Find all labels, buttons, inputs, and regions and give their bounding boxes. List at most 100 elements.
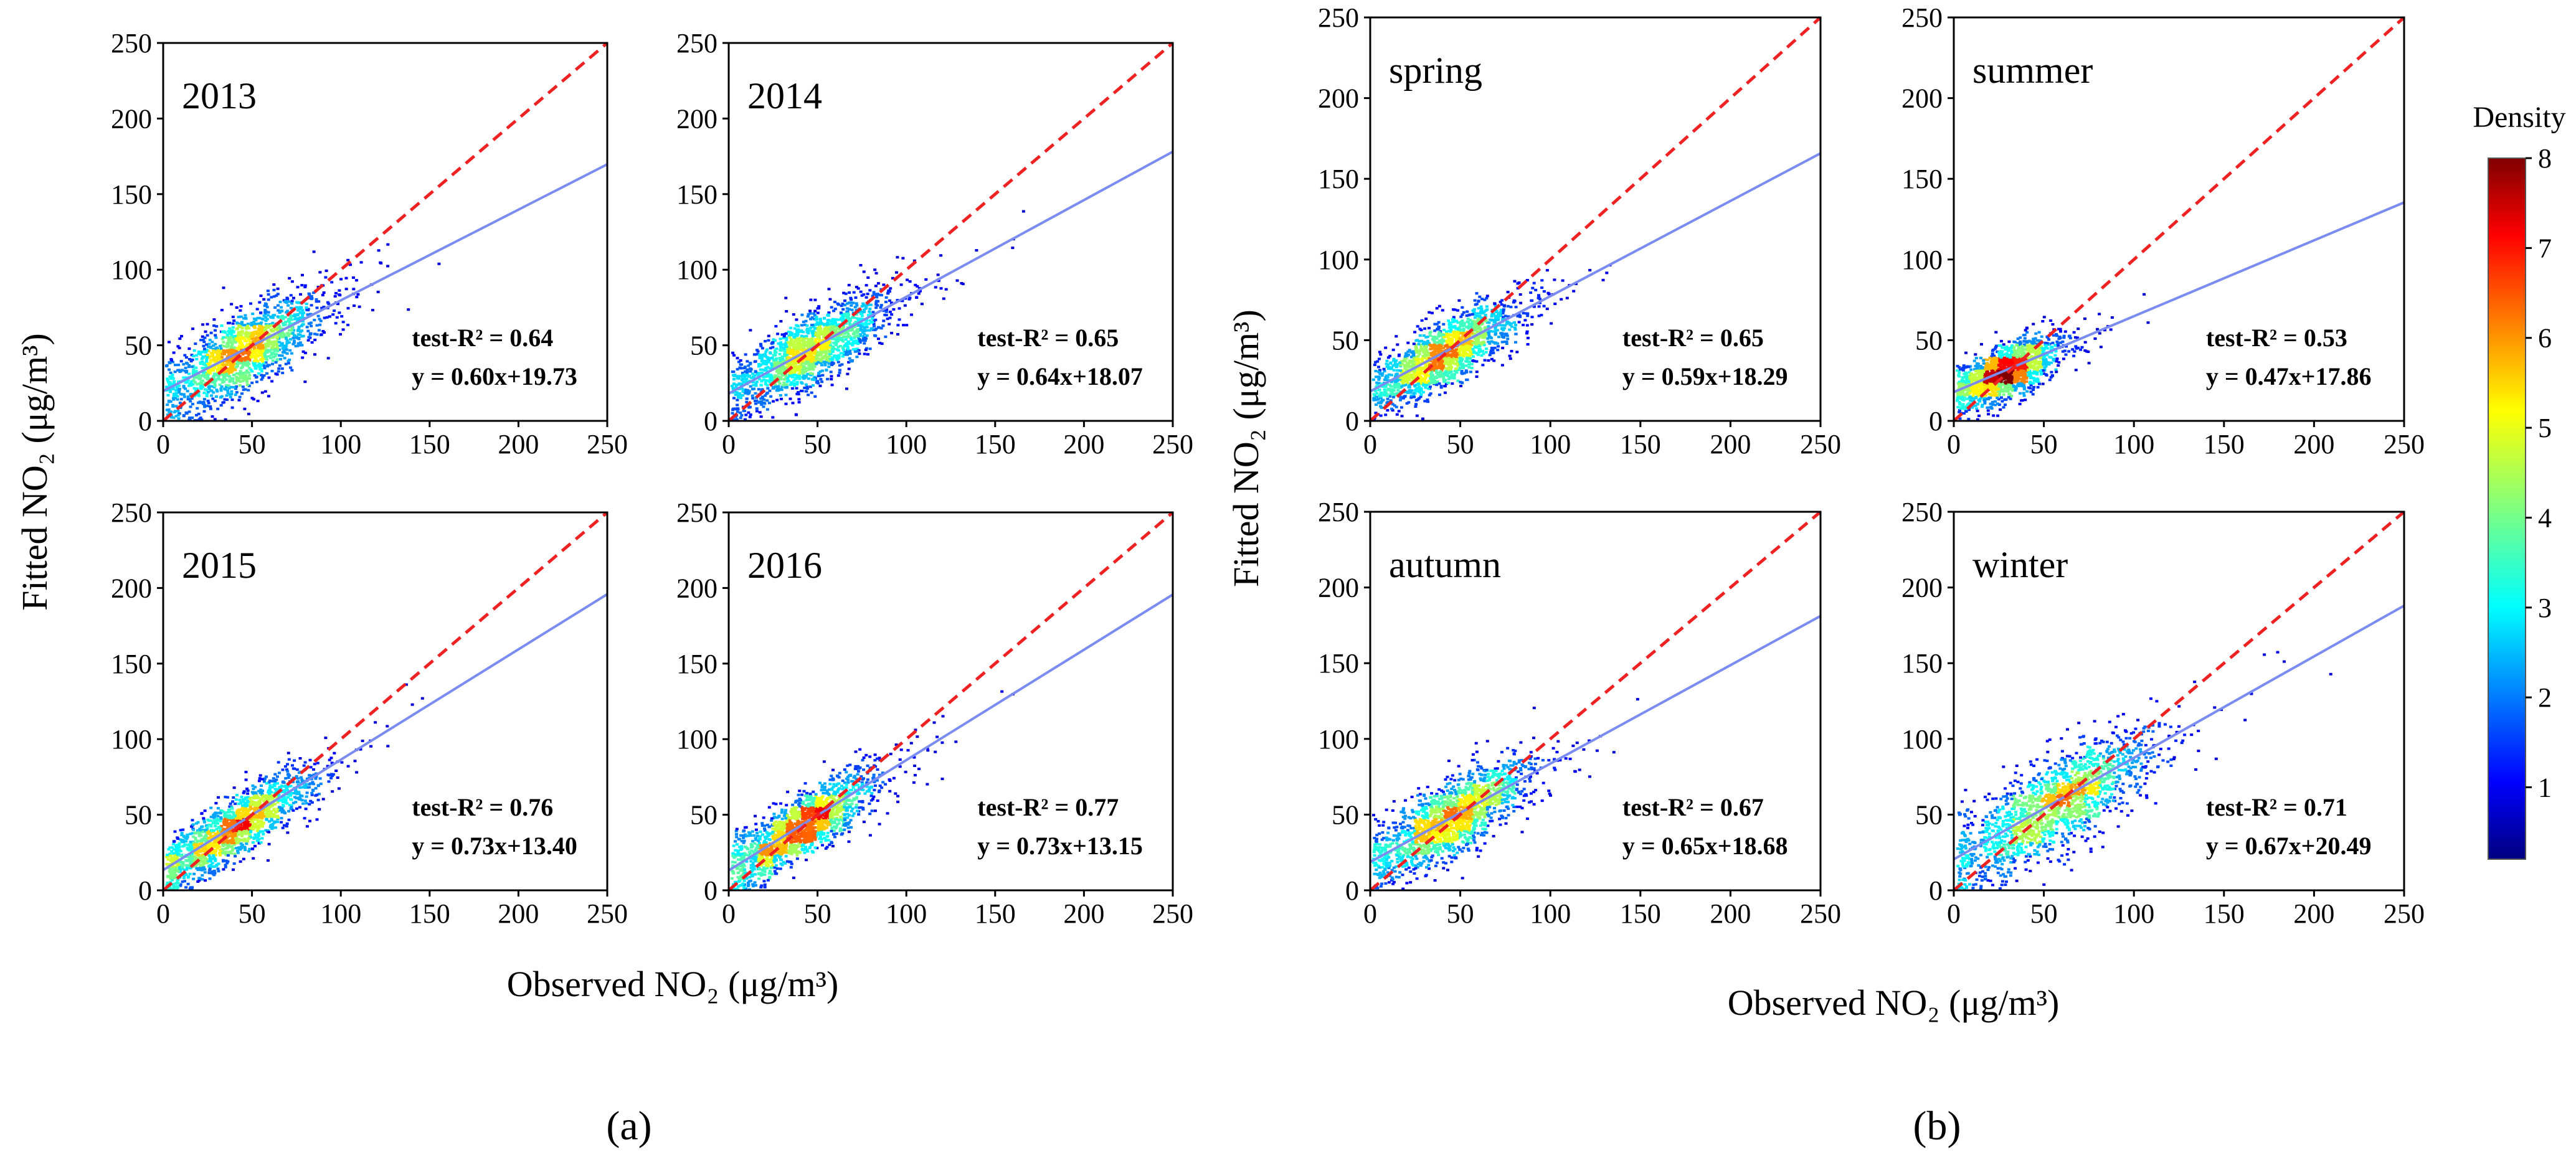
y-tick-label: 200 bbox=[676, 103, 717, 134]
panel-label-winter: winter bbox=[1972, 544, 2068, 585]
x-tick-label: 0 bbox=[1947, 429, 1961, 459]
r2-annotation-2015: test-R² = 0.76 bbox=[412, 793, 553, 821]
one-to-one-line-2015 bbox=[162, 511, 608, 892]
x-tick-label: 100 bbox=[2113, 898, 2154, 929]
x-axis-title-b: Observed NO₂ (μg/m³) bbox=[1728, 982, 2060, 1023]
x-tick-label: 0 bbox=[1363, 429, 1377, 459]
x-tick-label: 0 bbox=[722, 429, 736, 459]
x-tick-label: 150 bbox=[2204, 898, 2245, 929]
equation-annotation-autumn: y = 0.65x+18.68 bbox=[1622, 832, 1788, 860]
r2-annotation-autumn: test-R² = 0.67 bbox=[1622, 793, 1764, 821]
x-tick-label: 50 bbox=[804, 898, 831, 929]
y-tick-label: 50 bbox=[1915, 325, 1943, 356]
y-tick-label: 50 bbox=[1332, 799, 1359, 830]
fit-line-2016 bbox=[729, 593, 1173, 872]
y-tick-label: 0 bbox=[138, 406, 152, 436]
x-tick-label: 50 bbox=[1447, 429, 1474, 459]
x-tick-label: 150 bbox=[1620, 898, 1661, 929]
r2-annotation-2016: test-R² = 0.77 bbox=[977, 793, 1119, 821]
y-tick-label: 150 bbox=[676, 649, 717, 679]
x-tick-label: 0 bbox=[722, 898, 736, 929]
y-axis-title-b: Fitted NO₂ (μg/m³) bbox=[1226, 309, 1266, 587]
y-tick-label: 250 bbox=[1901, 2, 1943, 33]
subfigure-label-a: (a) bbox=[606, 1103, 651, 1149]
fit-line-spring bbox=[1370, 152, 1821, 393]
y-tick-label: 100 bbox=[676, 255, 717, 285]
colorbar-tick-label: 1 bbox=[2538, 773, 2552, 803]
y-tick-label: 100 bbox=[111, 255, 152, 285]
one-to-one-line-spring bbox=[1369, 16, 1822, 422]
r2-annotation-2013: test-R² = 0.64 bbox=[412, 324, 553, 352]
x-tick-label: 100 bbox=[886, 898, 927, 929]
y-tick-label: 0 bbox=[1345, 875, 1359, 906]
x-tick-label: 100 bbox=[886, 429, 927, 459]
y-tick-label: 200 bbox=[1901, 83, 1943, 114]
y-tick-label: 50 bbox=[690, 331, 717, 361]
equation-annotation-2013: y = 0.60x+19.73 bbox=[412, 362, 577, 390]
y-tick-label: 100 bbox=[676, 724, 717, 755]
y-tick-label: 200 bbox=[1318, 573, 1359, 603]
colorbar-tick-label: 5 bbox=[2538, 413, 2552, 443]
panel-2015: 0 50 100 150 200 250 0 50 100 150 200 250 2015 test-R… bbox=[111, 497, 628, 929]
y-tick-label: 100 bbox=[1318, 724, 1359, 755]
x-tick-label: 200 bbox=[1063, 429, 1104, 459]
x-tick-label: 0 bbox=[156, 898, 170, 929]
y-tick-label: 50 bbox=[690, 800, 717, 831]
panels: 0 50 100 150 200 250 0 50 100 150 200 250 2013 test-R… bbox=[111, 2, 2425, 929]
x-tick-label: 150 bbox=[975, 429, 1016, 459]
panel-label-autumn: autumn bbox=[1389, 544, 1501, 585]
y-tick-label: 200 bbox=[676, 573, 717, 603]
fit-line-summer bbox=[1954, 201, 2404, 393]
x-tick-label: 200 bbox=[2293, 898, 2334, 929]
x-tick-label: 50 bbox=[804, 429, 831, 459]
colorbar-title: Density bbox=[2473, 101, 2565, 134]
y-tick-label: 50 bbox=[125, 331, 152, 361]
y-tick-label: 250 bbox=[111, 28, 152, 59]
x-tick-label: 200 bbox=[1710, 429, 1751, 459]
y-tick-label: 150 bbox=[676, 179, 717, 210]
plot-frame-winter bbox=[1953, 511, 2405, 892]
equation-annotation-winter: y = 0.67x+20.49 bbox=[2206, 832, 2372, 860]
y-tick-label: 200 bbox=[1901, 573, 1943, 603]
y-tick-label: 150 bbox=[111, 649, 152, 679]
equation-annotation-summer: y = 0.47x+17.86 bbox=[2206, 362, 2372, 390]
x-tick-label: 100 bbox=[2113, 429, 2154, 459]
y-tick-label: 100 bbox=[1318, 245, 1359, 275]
x-tick-label: 150 bbox=[409, 429, 450, 459]
x-tick-label: 100 bbox=[320, 898, 361, 929]
r2-annotation-summer: test-R² = 0.53 bbox=[2206, 324, 2347, 352]
panel-label-2016: 2016 bbox=[747, 545, 822, 586]
panel-label-2013: 2013 bbox=[182, 75, 257, 116]
x-tick-label: 200 bbox=[2293, 429, 2334, 459]
panel-label-spring: spring bbox=[1389, 50, 1482, 91]
fit-line-2013 bbox=[163, 163, 607, 392]
colorbar-tick-label: 2 bbox=[2538, 682, 2552, 713]
panel-spring: 0 50 100 150 200 250 0 50 100 150 200 250 spring test… bbox=[1318, 2, 1841, 459]
plot-frame-spring bbox=[1369, 16, 1822, 422]
y-tick-label: 100 bbox=[111, 724, 152, 755]
x-tick-label: 50 bbox=[1447, 898, 1474, 929]
y-tick-label: 100 bbox=[1901, 245, 1943, 275]
y-tick-label: 0 bbox=[138, 875, 152, 906]
y-tick-label: 100 bbox=[1901, 724, 1943, 755]
one-to-one-line-2013 bbox=[162, 42, 608, 422]
y-tick-label: 200 bbox=[1318, 83, 1359, 114]
x-tick-label: 50 bbox=[2030, 898, 2058, 929]
y-tick-label: 0 bbox=[1929, 875, 1943, 906]
x-tick-label: 250 bbox=[2384, 429, 2425, 459]
panel-2016: 0 50 100 150 200 250 0 50 100 150 200 250 2016 test-R… bbox=[676, 497, 1193, 929]
equation-annotation-2014: y = 0.64x+18.07 bbox=[977, 362, 1143, 390]
x-tick-label: 250 bbox=[1152, 898, 1193, 929]
y-tick-label: 150 bbox=[1901, 164, 1943, 194]
x-tick-label: 250 bbox=[587, 898, 628, 929]
panel-autumn: 0 50 100 150 200 250 0 50 100 150 200 250 autumn test… bbox=[1318, 497, 1841, 929]
plot-frame-autumn bbox=[1369, 511, 1822, 892]
one-to-one-line-winter bbox=[1953, 511, 2405, 892]
colorbar-tick-label: 6 bbox=[2538, 323, 2552, 354]
x-axis-title-a: Observed NO₂ (μg/m³) bbox=[507, 964, 839, 1004]
panel-winter: 0 50 100 150 200 250 0 50 100 150 200 250 winter test… bbox=[1901, 497, 2425, 929]
x-tick-label: 200 bbox=[1063, 898, 1104, 929]
y-tick-label: 250 bbox=[1318, 2, 1359, 33]
x-tick-label: 50 bbox=[239, 898, 266, 929]
